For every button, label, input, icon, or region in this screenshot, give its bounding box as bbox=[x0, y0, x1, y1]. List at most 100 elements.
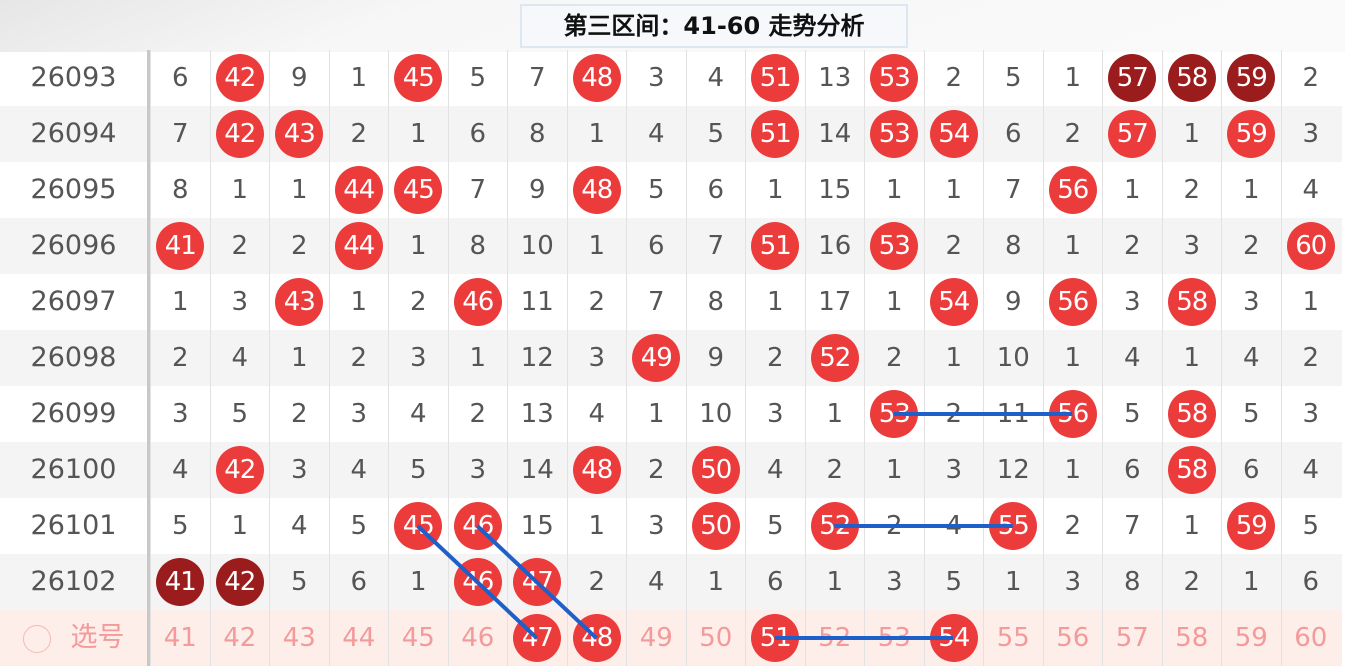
number-ball: 58 bbox=[1167, 390, 1216, 438]
select-number-42[interactable]: 42 bbox=[209, 610, 270, 666]
select-number-56[interactable]: 56 bbox=[1042, 610, 1103, 666]
miss-count: 9 bbox=[507, 162, 567, 218]
number-ball: 50 bbox=[691, 446, 740, 494]
miss-count: 2 bbox=[1221, 218, 1281, 274]
selected-ball[interactable]: 48 bbox=[572, 614, 621, 662]
miss-count: 2 bbox=[1161, 162, 1222, 218]
miss-count: 6 bbox=[685, 162, 746, 218]
miss-count: 4 bbox=[269, 498, 329, 554]
table-cell: 52 bbox=[804, 330, 865, 386]
miss-count: 12 bbox=[507, 330, 567, 386]
miss-count: 4 bbox=[1102, 330, 1162, 386]
selected-ball[interactable]: 47 bbox=[513, 614, 562, 662]
miss-count: 3 bbox=[1102, 274, 1162, 330]
select-number-59[interactable]: 59 bbox=[1221, 610, 1281, 666]
number-ball: 48 bbox=[572, 446, 621, 494]
select-number-49[interactable]: 49 bbox=[626, 610, 686, 666]
miss-count: 14 bbox=[507, 442, 567, 498]
table-cell: 42 bbox=[209, 106, 270, 162]
miss-count: 17 bbox=[804, 274, 865, 330]
miss-count: 15 bbox=[507, 498, 567, 554]
table-cell: 42 bbox=[209, 442, 270, 498]
table-row: 26100 4 42 3 4 5 3 14 48 2 50 4 2 1 3 12 1 6 58 6 4 bbox=[0, 442, 1342, 498]
table-cell: 59 bbox=[1221, 50, 1281, 106]
table-cell: 46 bbox=[447, 498, 508, 554]
table-cell: 43 bbox=[269, 106, 329, 162]
select-number-58[interactable]: 58 bbox=[1161, 610, 1222, 666]
miss-count: 1 bbox=[328, 274, 389, 330]
miss-count: 6 bbox=[447, 106, 508, 162]
select-number-50[interactable]: 50 bbox=[685, 610, 746, 666]
miss-count: 1 bbox=[269, 330, 329, 386]
miss-count: 6 bbox=[1102, 442, 1162, 498]
table-cell: 50 bbox=[685, 442, 746, 498]
select-number-54[interactable]: 54 bbox=[923, 610, 984, 666]
table-cell: 41 bbox=[150, 218, 210, 274]
table-cell: 56 bbox=[1042, 386, 1103, 442]
miss-count: 1 bbox=[1221, 162, 1281, 218]
miss-count: 4 bbox=[566, 386, 627, 442]
miss-count: 1 bbox=[983, 554, 1043, 610]
miss-count: 2 bbox=[1042, 498, 1103, 554]
header-bar: 第三区间：41-60 走势分析 bbox=[0, 0, 1345, 52]
select-number-47[interactable]: 47 bbox=[507, 610, 567, 666]
table-cell: 58 bbox=[1161, 50, 1222, 106]
miss-count: 8 bbox=[507, 106, 567, 162]
miss-count: 2 bbox=[864, 330, 924, 386]
miss-count: 2 bbox=[150, 330, 210, 386]
select-number-45[interactable]: 45 bbox=[388, 610, 448, 666]
miss-count: 6 bbox=[150, 50, 210, 106]
selected-ball[interactable]: 54 bbox=[929, 614, 978, 662]
select-number-52[interactable]: 52 bbox=[804, 610, 865, 666]
miss-count: 3 bbox=[1042, 554, 1103, 610]
select-number-43[interactable]: 43 bbox=[269, 610, 329, 666]
number-ball: 60 bbox=[1286, 222, 1335, 270]
number-ball: 41 bbox=[156, 558, 205, 606]
table-cell: 43 bbox=[269, 274, 329, 330]
miss-count: 8 bbox=[150, 162, 210, 218]
issue-number: 26101 bbox=[0, 498, 150, 554]
table-cell: 54 bbox=[923, 106, 984, 162]
select-number-44[interactable]: 44 bbox=[328, 610, 389, 666]
miss-count: 3 bbox=[566, 330, 627, 386]
select-number-46[interactable]: 46 bbox=[447, 610, 508, 666]
number-ball: 57 bbox=[1108, 110, 1157, 158]
miss-count: 1 bbox=[923, 330, 984, 386]
number-ball: 55 bbox=[989, 502, 1038, 550]
miss-count: 5 bbox=[745, 498, 805, 554]
miss-count: 4 bbox=[626, 106, 686, 162]
number-ball: 53 bbox=[870, 110, 919, 158]
miss-count: 3 bbox=[1280, 106, 1341, 162]
miss-count: 5 bbox=[328, 498, 389, 554]
miss-count: 5 bbox=[209, 386, 270, 442]
number-ball: 57 bbox=[1108, 54, 1157, 102]
miss-count: 7 bbox=[150, 106, 210, 162]
number-ball: 44 bbox=[334, 166, 383, 214]
select-number-41[interactable]: 41 bbox=[150, 610, 210, 666]
select-number-55[interactable]: 55 bbox=[983, 610, 1043, 666]
miss-count: 11 bbox=[983, 386, 1043, 442]
table-cell: 44 bbox=[328, 218, 389, 274]
miss-count: 1 bbox=[1042, 330, 1103, 386]
miss-count: 5 bbox=[1102, 386, 1162, 442]
table-row: 26097 1 3 43 1 2 46 11 2 7 8 1 17 1 54 9 56 3 58 3 1 bbox=[0, 274, 1342, 332]
table-cell: 51 bbox=[745, 50, 805, 106]
select-number-51[interactable]: 51 bbox=[745, 610, 805, 666]
miss-count: 3 bbox=[864, 554, 924, 610]
selected-ball[interactable]: 51 bbox=[751, 614, 800, 662]
miss-count: 14 bbox=[804, 106, 865, 162]
miss-count: 5 bbox=[923, 554, 984, 610]
select-radio-icon[interactable] bbox=[22, 624, 51, 653]
miss-count: 16 bbox=[804, 218, 865, 274]
select-number-48[interactable]: 48 bbox=[566, 610, 627, 666]
select-number-53[interactable]: 53 bbox=[864, 610, 924, 666]
miss-count: 5 bbox=[1280, 498, 1341, 554]
number-ball: 43 bbox=[275, 110, 324, 158]
select-number-60[interactable]: 60 bbox=[1280, 610, 1341, 666]
miss-count: 1 bbox=[626, 386, 686, 442]
select-number-57[interactable]: 57 bbox=[1102, 610, 1162, 666]
miss-count: 1 bbox=[150, 274, 210, 330]
miss-count: 1 bbox=[923, 162, 984, 218]
number-ball: 51 bbox=[751, 222, 800, 270]
table-cell: 48 bbox=[566, 162, 627, 218]
